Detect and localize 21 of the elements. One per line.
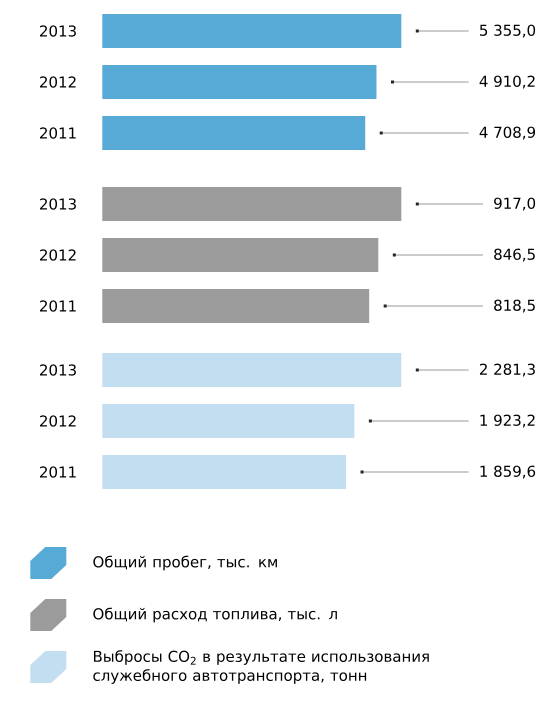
y-tick-label: 2012 <box>40 249 76 261</box>
data-label: 2 281,3 <box>480 364 535 376</box>
data-label: 5 355,0 <box>480 24 535 38</box>
legend-label: Выбросы CO$_{2}$ в результате использования служебного автотранспорта, тонн <box>93 650 429 684</box>
data-label: 1 859,6 <box>480 466 535 478</box>
data-label: 4 708,9 <box>479 126 535 140</box>
data-label: 846,5 <box>494 248 535 262</box>
data-label: 818,5 <box>494 300 535 312</box>
y-tick-label: 2012 <box>40 76 76 88</box>
y-tick-label: 2011 <box>40 466 76 478</box>
data-label: 4 910,2 <box>479 76 534 88</box>
y-tick-label: 2013 <box>40 25 76 37</box>
y-tick-label: 2012 <box>40 415 76 427</box>
data-label: 1 923,2 <box>480 414 534 428</box>
legend-label: Общий пробег, тыс. км <box>93 556 277 570</box>
legend-label: Общий расход топлива, тыс. л <box>93 608 337 622</box>
y-tick-label: 2011 <box>40 127 76 139</box>
data-label: 917,0 <box>494 198 535 210</box>
y-tick-label: 2011 <box>40 300 76 312</box>
y-tick-label: 2013 <box>40 198 76 210</box>
y-tick-label: 2013 <box>40 364 76 376</box>
